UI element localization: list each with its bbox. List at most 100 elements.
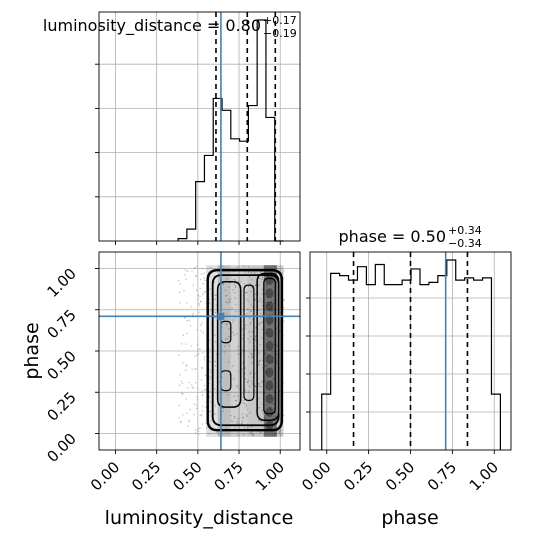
joint-point (235, 311, 237, 313)
joint-point (195, 407, 198, 410)
joint-point (180, 380, 182, 382)
joint-point (247, 300, 249, 302)
joint-point (228, 328, 230, 330)
joint-point (260, 321, 262, 324)
joint-point (222, 283, 225, 285)
joint-point (261, 380, 264, 383)
joint-point (230, 298, 232, 300)
joint-point (205, 302, 207, 305)
joint-point (247, 427, 249, 429)
phase-x-tick-label-2: 0.50 (382, 458, 418, 494)
joint-point (254, 336, 257, 338)
joint-point (213, 294, 215, 297)
x-axis-label-luminosity-distance: luminosity_distance (105, 507, 294, 529)
joint-point (260, 298, 262, 300)
joint-x-tick-label-0: 0.00 (87, 458, 123, 494)
joint-point (186, 412, 188, 414)
joint-point (179, 374, 181, 376)
joint-x-tick-label-3: 0.75 (211, 458, 247, 494)
joint-point (279, 354, 281, 357)
joint-point (180, 420, 182, 422)
joint-point (236, 386, 238, 388)
joint-point (259, 360, 261, 362)
joint-point (261, 278, 263, 280)
joint-point (190, 345, 192, 347)
joint-point (247, 266, 249, 268)
joint-point (235, 285, 237, 287)
joint-point (233, 334, 235, 336)
joint-point (204, 384, 206, 387)
joint-point (210, 420, 212, 422)
joint-point (253, 272, 256, 274)
joint-point (279, 330, 282, 332)
joint-point (195, 382, 197, 384)
joint-point (251, 380, 253, 382)
joint-point (198, 302, 200, 304)
joint-point (194, 355, 196, 357)
joint-point (233, 395, 235, 397)
joint-x-tick-labels: 0.00 0.25 0.50 0.75 1.00 (87, 458, 288, 494)
joint-point (208, 396, 210, 398)
joint-point (196, 289, 198, 291)
density-blob-10 (265, 288, 274, 299)
joint-point (202, 423, 204, 425)
joint-point (238, 281, 240, 283)
joint-point (225, 338, 227, 340)
joint-point (262, 412, 264, 414)
joint-point (189, 408, 191, 411)
density-blob-1 (265, 407, 274, 418)
joint-point (258, 382, 260, 385)
joint-point (195, 429, 197, 431)
joint-point (184, 269, 187, 272)
joint-point (225, 295, 228, 297)
joint-point (241, 423, 244, 425)
joint-point (232, 365, 234, 367)
joint-point (189, 325, 192, 327)
joint-point (179, 283, 181, 285)
joint-point (252, 434, 254, 437)
joint-point (249, 323, 251, 326)
joint-point (200, 330, 202, 332)
joint-tick-marks (95, 268, 281, 454)
joint-point (234, 280, 236, 282)
joint-point (225, 427, 227, 430)
joint-point (249, 412, 251, 414)
joint-point (226, 313, 228, 315)
joint-point (208, 302, 211, 304)
joint-point (193, 267, 195, 269)
hist-ld-gridlines (99, 12, 300, 241)
joint-point (204, 388, 206, 391)
joint-point (230, 414, 232, 417)
joint-point (252, 318, 254, 321)
joint-point (245, 292, 247, 294)
joint-point (251, 356, 254, 358)
joint-point (202, 405, 204, 408)
joint-point (196, 354, 198, 356)
joint-point (245, 298, 248, 300)
joint-point (245, 327, 247, 329)
joint-point (250, 335, 252, 337)
joint-point (260, 431, 262, 433)
joint-point (225, 323, 228, 325)
joint-point (214, 334, 216, 336)
joint-point (255, 284, 257, 287)
joint-point (214, 412, 216, 415)
joint-point (242, 402, 244, 404)
joint-point (255, 410, 257, 412)
joint-point (240, 281, 242, 283)
joint-point (278, 330, 281, 332)
joint-point (245, 414, 248, 416)
joint-point (208, 433, 210, 435)
joint-point (202, 332, 204, 334)
joint-point (231, 319, 233, 321)
joint-point (255, 284, 257, 286)
contour-level-3a (216, 280, 242, 408)
joint-point (255, 293, 257, 295)
joint-point (255, 335, 257, 337)
joint-point (196, 344, 199, 346)
joint-point (242, 349, 244, 352)
joint-point (184, 369, 187, 371)
joint-point (213, 281, 216, 283)
density-column-3 (247, 265, 264, 437)
joint-point (228, 361, 230, 363)
